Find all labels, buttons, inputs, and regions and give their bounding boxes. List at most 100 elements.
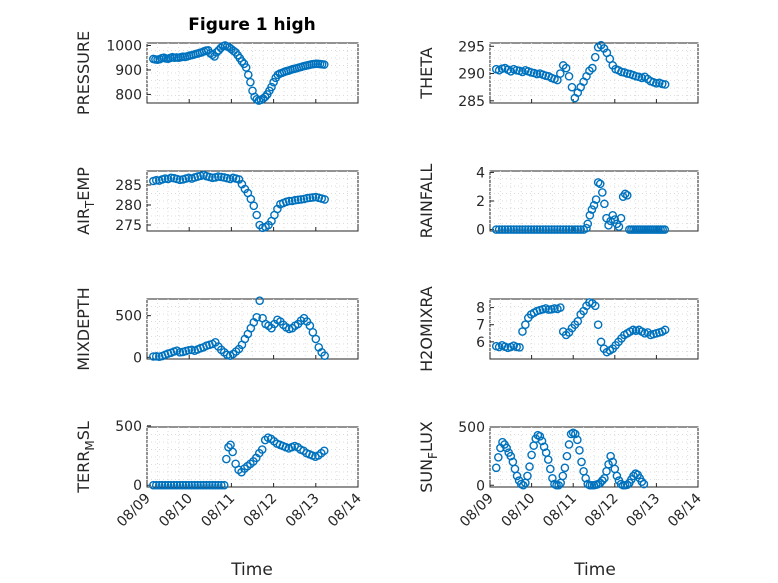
data-point bbox=[249, 201, 259, 211]
data-point bbox=[518, 480, 528, 490]
data-point bbox=[498, 437, 507, 447]
data-point bbox=[205, 480, 214, 490]
data-point bbox=[589, 200, 599, 210]
data-point bbox=[512, 342, 521, 352]
data-series bbox=[491, 298, 670, 357]
data-point bbox=[252, 313, 262, 322]
y-axis-label: RAINFALL bbox=[417, 164, 436, 239]
data-point bbox=[257, 445, 267, 454]
data-point bbox=[590, 301, 600, 311]
subplot-rainfall: 0 2 4 RAINFALL bbox=[417, 164, 699, 239]
data-point bbox=[187, 480, 197, 490]
data-point bbox=[620, 189, 630, 199]
data-point bbox=[506, 451, 516, 461]
y-axis-label: H2OMIXRA bbox=[417, 286, 436, 372]
data-point bbox=[562, 451, 572, 461]
y-tick-label: 2 bbox=[476, 194, 485, 210]
x-axis-label-right: Time bbox=[573, 560, 616, 580]
data-point bbox=[660, 80, 670, 89]
data-point bbox=[548, 473, 557, 483]
y-axis-label: MIXDEPTH bbox=[74, 287, 93, 370]
data-point bbox=[246, 77, 255, 87]
data-point bbox=[237, 57, 247, 66]
data-point bbox=[573, 316, 583, 326]
data-point bbox=[169, 480, 179, 490]
y-axis-label-suffix: SL bbox=[74, 421, 93, 440]
x-tick-label: 08/10 bbox=[499, 491, 539, 531]
data-point bbox=[526, 225, 536, 234]
y-tick-label: 500 bbox=[458, 420, 485, 436]
data-point bbox=[222, 454, 231, 464]
data-point bbox=[585, 210, 595, 220]
data-point bbox=[154, 480, 164, 490]
y-tick-label: 0 bbox=[133, 478, 142, 494]
x-tick-label: 08/14 bbox=[665, 490, 705, 530]
subplot-mixdepth: 0 500 MIXDEPTH bbox=[74, 287, 359, 371]
data-point bbox=[556, 303, 565, 312]
data-point bbox=[660, 325, 670, 335]
data-point bbox=[214, 172, 223, 181]
y-tick-label: 290 bbox=[458, 67, 485, 83]
data-point bbox=[523, 225, 533, 234]
y-tick-label: 900 bbox=[115, 63, 142, 79]
data-point bbox=[241, 63, 251, 72]
data-point bbox=[576, 225, 585, 234]
data-point bbox=[604, 459, 613, 469]
data-point bbox=[308, 193, 318, 202]
data-point bbox=[593, 320, 603, 330]
y-tick-label: 1000 bbox=[106, 38, 142, 54]
data-point bbox=[538, 225, 548, 234]
y-tick-label: 800 bbox=[115, 87, 142, 103]
x-tick-label: 08/12 bbox=[582, 491, 622, 531]
x-tick-label: 08/13 bbox=[283, 491, 323, 531]
data-point bbox=[319, 60, 329, 69]
data-series bbox=[491, 428, 649, 490]
data-point bbox=[172, 480, 182, 490]
y-axis-label-main: MIXDEPTH bbox=[74, 287, 93, 370]
data-point bbox=[228, 447, 237, 457]
y-tick-label: 0 bbox=[476, 478, 485, 494]
axes-box bbox=[146, 170, 359, 232]
data-point bbox=[175, 348, 185, 357]
y-tick-label: 275 bbox=[115, 218, 142, 234]
data-point bbox=[515, 343, 524, 352]
y-tick-label: 295 bbox=[458, 39, 485, 55]
data-point bbox=[184, 345, 194, 355]
y-axis-label: TERRMSL bbox=[74, 421, 97, 494]
data-point bbox=[224, 442, 233, 452]
data-point bbox=[583, 219, 593, 229]
data-series bbox=[491, 40, 670, 103]
data-point bbox=[491, 225, 501, 234]
data-point bbox=[595, 179, 605, 189]
data-point bbox=[518, 327, 527, 336]
y-axis-label-main: H2OMIXRA bbox=[417, 286, 436, 372]
data-point bbox=[529, 225, 539, 234]
data-point bbox=[196, 480, 205, 490]
data-point bbox=[541, 225, 551, 234]
data-point bbox=[290, 195, 300, 205]
data-point bbox=[269, 77, 278, 87]
data-point bbox=[284, 196, 294, 206]
data-point bbox=[614, 222, 624, 232]
x-tick-label: 08/12 bbox=[241, 491, 281, 531]
x-tick-label: 08/09 bbox=[114, 491, 154, 531]
data-point bbox=[515, 225, 524, 234]
data-point bbox=[512, 225, 521, 234]
data-point bbox=[622, 480, 632, 489]
x-tick-label: 08/09 bbox=[457, 491, 497, 531]
y-axis-label-main: TERR bbox=[74, 451, 93, 494]
data-point bbox=[553, 225, 562, 234]
data-point bbox=[157, 480, 167, 490]
data-point bbox=[184, 480, 194, 490]
data-point bbox=[175, 175, 185, 185]
x-tick-label: 08/10 bbox=[156, 491, 196, 531]
y-tick-label: 280 bbox=[115, 198, 142, 214]
data-point bbox=[593, 178, 603, 187]
data-series bbox=[149, 170, 329, 233]
data-point bbox=[494, 225, 504, 234]
data-point bbox=[149, 352, 158, 361]
data-point bbox=[610, 215, 620, 224]
data-point bbox=[564, 225, 574, 234]
y-axis-label-main: PRESSURE bbox=[74, 31, 93, 115]
